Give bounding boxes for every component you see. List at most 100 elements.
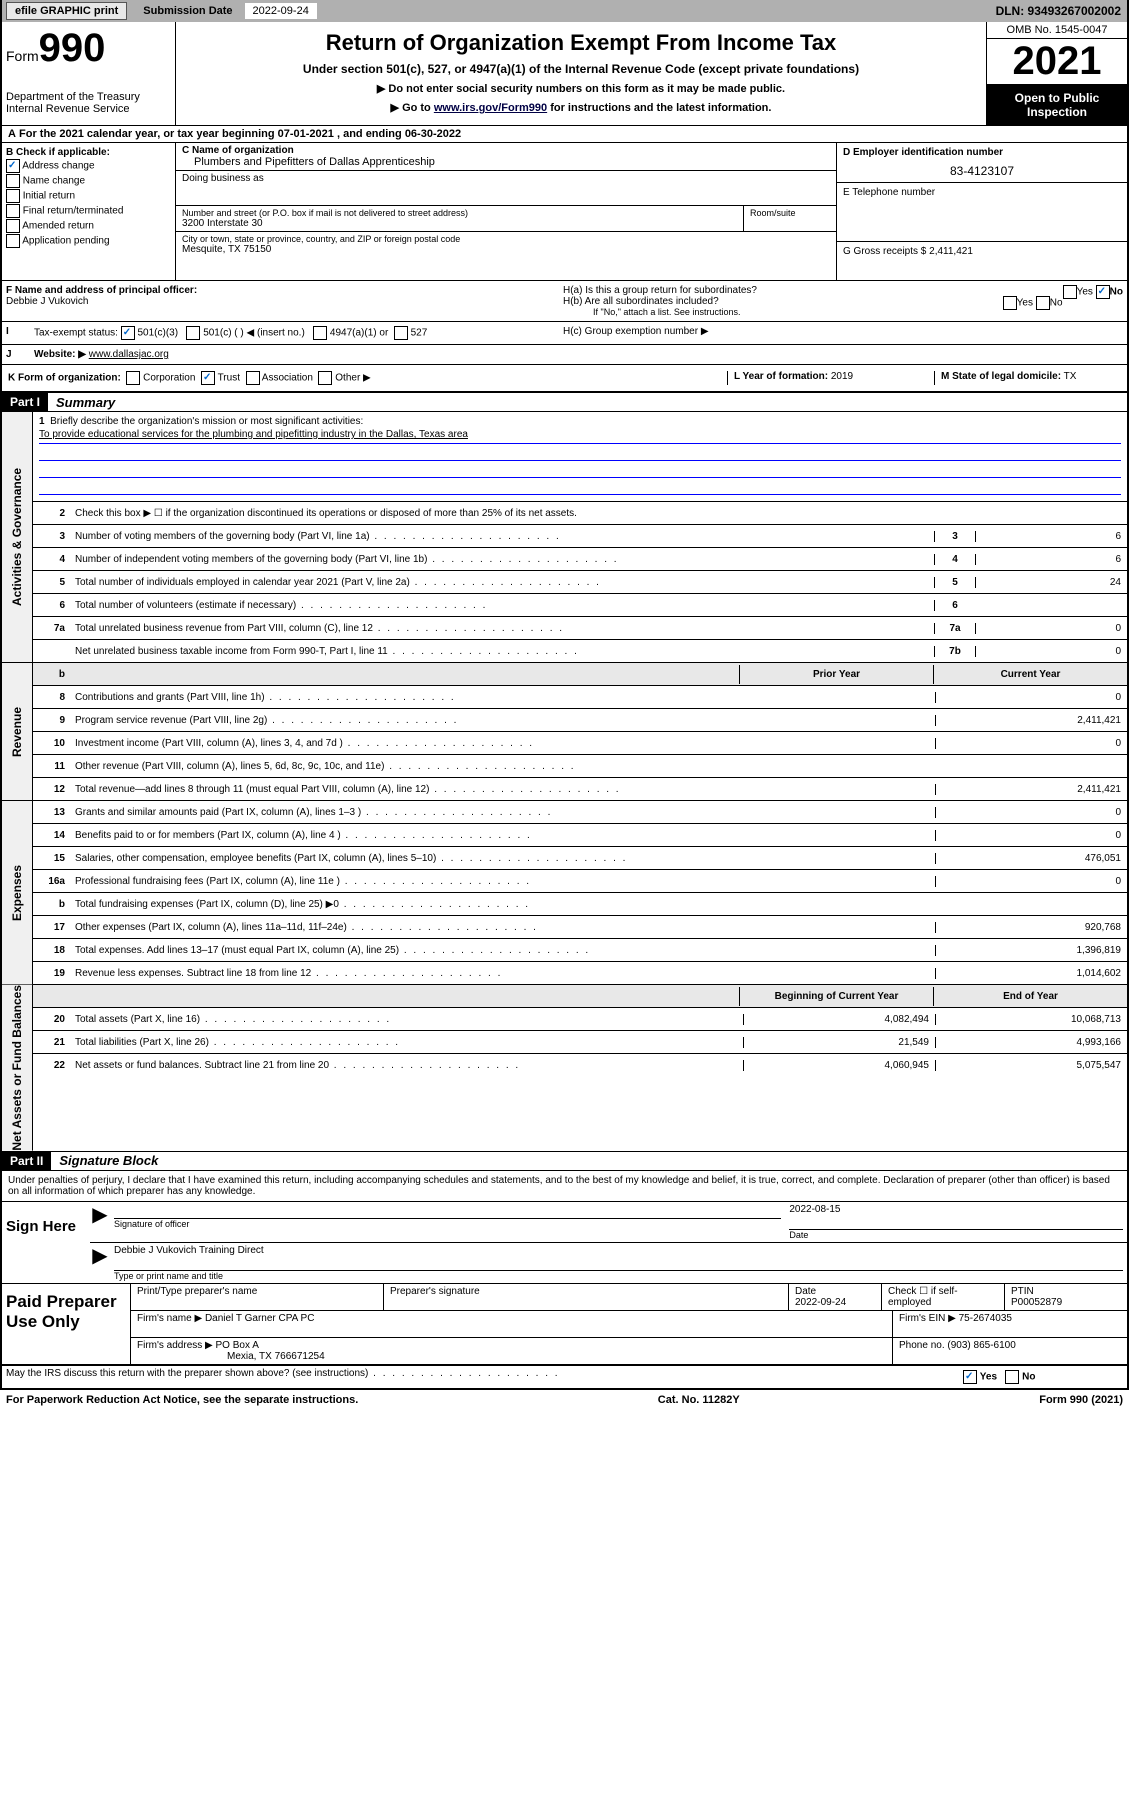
table-row: 10 Investment income (Part VIII, column … <box>33 732 1127 755</box>
discuss-yes[interactable] <box>963 1370 977 1384</box>
line-ref: 5 <box>934 577 975 588</box>
cb-name-change[interactable]: Name change <box>6 174 171 188</box>
form-word: Form <box>6 48 39 64</box>
form-subtitle: Under section 501(c), 527, or 4947(a)(1)… <box>180 62 982 76</box>
cb-501c3[interactable] <box>121 326 135 340</box>
opt-527: 527 <box>411 328 428 339</box>
table-row: 4 Number of independent voting members o… <box>33 548 1127 571</box>
addr-label: Number and street (or P.O. box if mail i… <box>182 208 737 218</box>
part1-header-row: Part I Summary <box>0 393 1129 412</box>
cb-trust[interactable] <box>201 371 215 385</box>
line-num: 6 <box>33 600 71 611</box>
current-value: 2,411,421 <box>935 715 1127 726</box>
col-d-ein: D Employer identification number 83-4123… <box>837 143 1127 280</box>
cb-app-pending[interactable]: Application pending <box>6 234 171 248</box>
line-text: Net assets or fund balances. Subtract li… <box>71 1058 743 1073</box>
line-num: 9 <box>33 715 71 726</box>
header-mid: Return of Organization Exempt From Incom… <box>176 22 986 125</box>
table-row: b Total fundraising expenses (Part IX, c… <box>33 893 1127 916</box>
mission-text: To provide educational services for the … <box>39 429 1121 444</box>
mission-blank-2 <box>39 463 1121 478</box>
line-num: 8 <box>33 692 71 703</box>
cb-assoc[interactable] <box>246 371 260 385</box>
page-footer: For Paperwork Reduction Act Notice, see … <box>0 1390 1129 1410</box>
sign-here-block: Sign Here ▶ Signature of officer 2022-08… <box>0 1201 1129 1283</box>
line-text: Total revenue—add lines 8 through 11 (mu… <box>71 782 743 797</box>
side-expenses: Expenses <box>2 801 33 984</box>
eoy-value: 5,075,547 <box>935 1060 1127 1071</box>
current-value: 0 <box>935 807 1127 818</box>
ptin-cell: PTINP00052879 <box>1005 1284 1127 1310</box>
table-row: 16a Professional fundraising fees (Part … <box>33 870 1127 893</box>
na-spacer <box>33 994 739 998</box>
boy-value: 4,060,945 <box>743 1060 935 1071</box>
governance-block: Activities & Governance 1 Briefly descri… <box>0 412 1129 663</box>
line-text: Other expenses (Part IX, column (A), lin… <box>71 920 743 935</box>
cat-no: Cat. No. 11282Y <box>658 1394 740 1406</box>
top-bar: efile GRAPHIC print Submission Date 2022… <box>0 0 1129 22</box>
col-c-org-info: C Name of organization Plumbers and Pipe… <box>176 143 837 280</box>
line-text: Benefits paid to or for members (Part IX… <box>71 828 743 843</box>
opt-corp: Corporation <box>143 373 195 384</box>
ha-question: H(a) Is this a group return for subordin… <box>563 285 1123 296</box>
b-label: B Check if applicable: <box>6 147 171 158</box>
cb-address-change[interactable]: Address change <box>6 159 171 173</box>
firm-addr-row: Firm's address ▶ PO Box A Mexia, TX 7666… <box>131 1338 893 1364</box>
col-b-checkboxes: B Check if applicable: Address change Na… <box>2 143 176 280</box>
part1-badge: Part I <box>2 393 48 411</box>
discuss-no[interactable] <box>1005 1370 1019 1384</box>
boy-value: 4,082,494 <box>743 1014 935 1025</box>
line-num: 14 <box>33 830 71 841</box>
cb-501c[interactable] <box>186 326 200 340</box>
firm-ein-row: Firm's EIN ▶ 75-2674035 <box>893 1311 1127 1337</box>
table-row: 22 Net assets or fund balances. Subtract… <box>33 1054 1127 1076</box>
cb-527[interactable] <box>394 326 408 340</box>
line-text: Program service revenue (Part VIII, line… <box>71 713 743 728</box>
mission-blank-3 <box>39 480 1121 495</box>
c-label: C Name of organization <box>182 145 830 156</box>
i-letter: I <box>2 322 30 344</box>
current-value: 476,051 <box>935 853 1127 864</box>
netassets-block: Net Assets or Fund Balances Beginning of… <box>0 985 1129 1152</box>
irs-label: Internal Revenue Service <box>6 103 171 115</box>
cb-corp[interactable] <box>126 371 140 385</box>
line-value: 6 <box>975 531 1127 542</box>
table-row: 3 Number of voting members of the govern… <box>33 525 1127 548</box>
submission-date-label: Submission Date <box>135 3 240 19</box>
dept-treasury: Department of the Treasury <box>6 91 171 103</box>
table-row: 21 Total liabilities (Part X, line 26) 2… <box>33 1031 1127 1054</box>
line-text: Number of independent voting members of … <box>71 552 934 567</box>
sig-officer-label: Signature of officer <box>114 1218 781 1229</box>
line-num: b <box>33 899 71 910</box>
irs-link[interactable]: www.irs.gov/Form990 <box>434 102 547 114</box>
table-row: 19 Revenue less expenses. Subtract line … <box>33 962 1127 984</box>
line-ref: 7a <box>934 623 975 634</box>
cb-final-return[interactable]: Final return/terminated <box>6 204 171 218</box>
l-label: L Year of formation: <box>734 371 828 382</box>
cb-amended[interactable]: Amended return <box>6 219 171 233</box>
line-text: Total expenses. Add lines 13–17 (must eq… <box>71 943 743 958</box>
line-num: 19 <box>33 968 71 979</box>
eoy-value: 10,068,713 <box>935 1014 1127 1025</box>
opt-assoc: Association <box>262 373 313 384</box>
cb-other[interactable] <box>318 371 332 385</box>
period-begin: 07-01-2021 <box>278 128 334 140</box>
line-text: Salaries, other compensation, employee b… <box>71 851 743 866</box>
website-url[interactable]: www.dallasjac.org <box>89 349 169 360</box>
efile-print-button[interactable]: efile GRAPHIC print <box>6 2 127 20</box>
current-value: 0 <box>935 876 1127 887</box>
current-value: 0 <box>935 830 1127 841</box>
paid-left-label: Paid Preparer Use Only <box>2 1284 130 1364</box>
side-netassets: Net Assets or Fund Balances <box>2 985 33 1151</box>
line-num: 12 <box>33 784 71 795</box>
instruction-2: ▶ Go to www.irs.gov/Form990 for instruct… <box>180 101 982 114</box>
cb-4947[interactable] <box>313 326 327 340</box>
table-row: 14 Benefits paid to or for members (Part… <box>33 824 1127 847</box>
table-row: 6 Total number of volunteers (estimate i… <box>33 594 1127 617</box>
line-text: Investment income (Part VIII, column (A)… <box>71 736 743 751</box>
paid-preparer-block: Paid Preparer Use Only Print/Type prepar… <box>0 1283 1129 1366</box>
current-value: 1,014,602 <box>935 968 1127 979</box>
cb-initial-return[interactable]: Initial return <box>6 189 171 203</box>
side-rev: Revenue <box>2 663 33 800</box>
self-emp-check[interactable]: Check ☐ if self-employed <box>882 1284 1005 1310</box>
